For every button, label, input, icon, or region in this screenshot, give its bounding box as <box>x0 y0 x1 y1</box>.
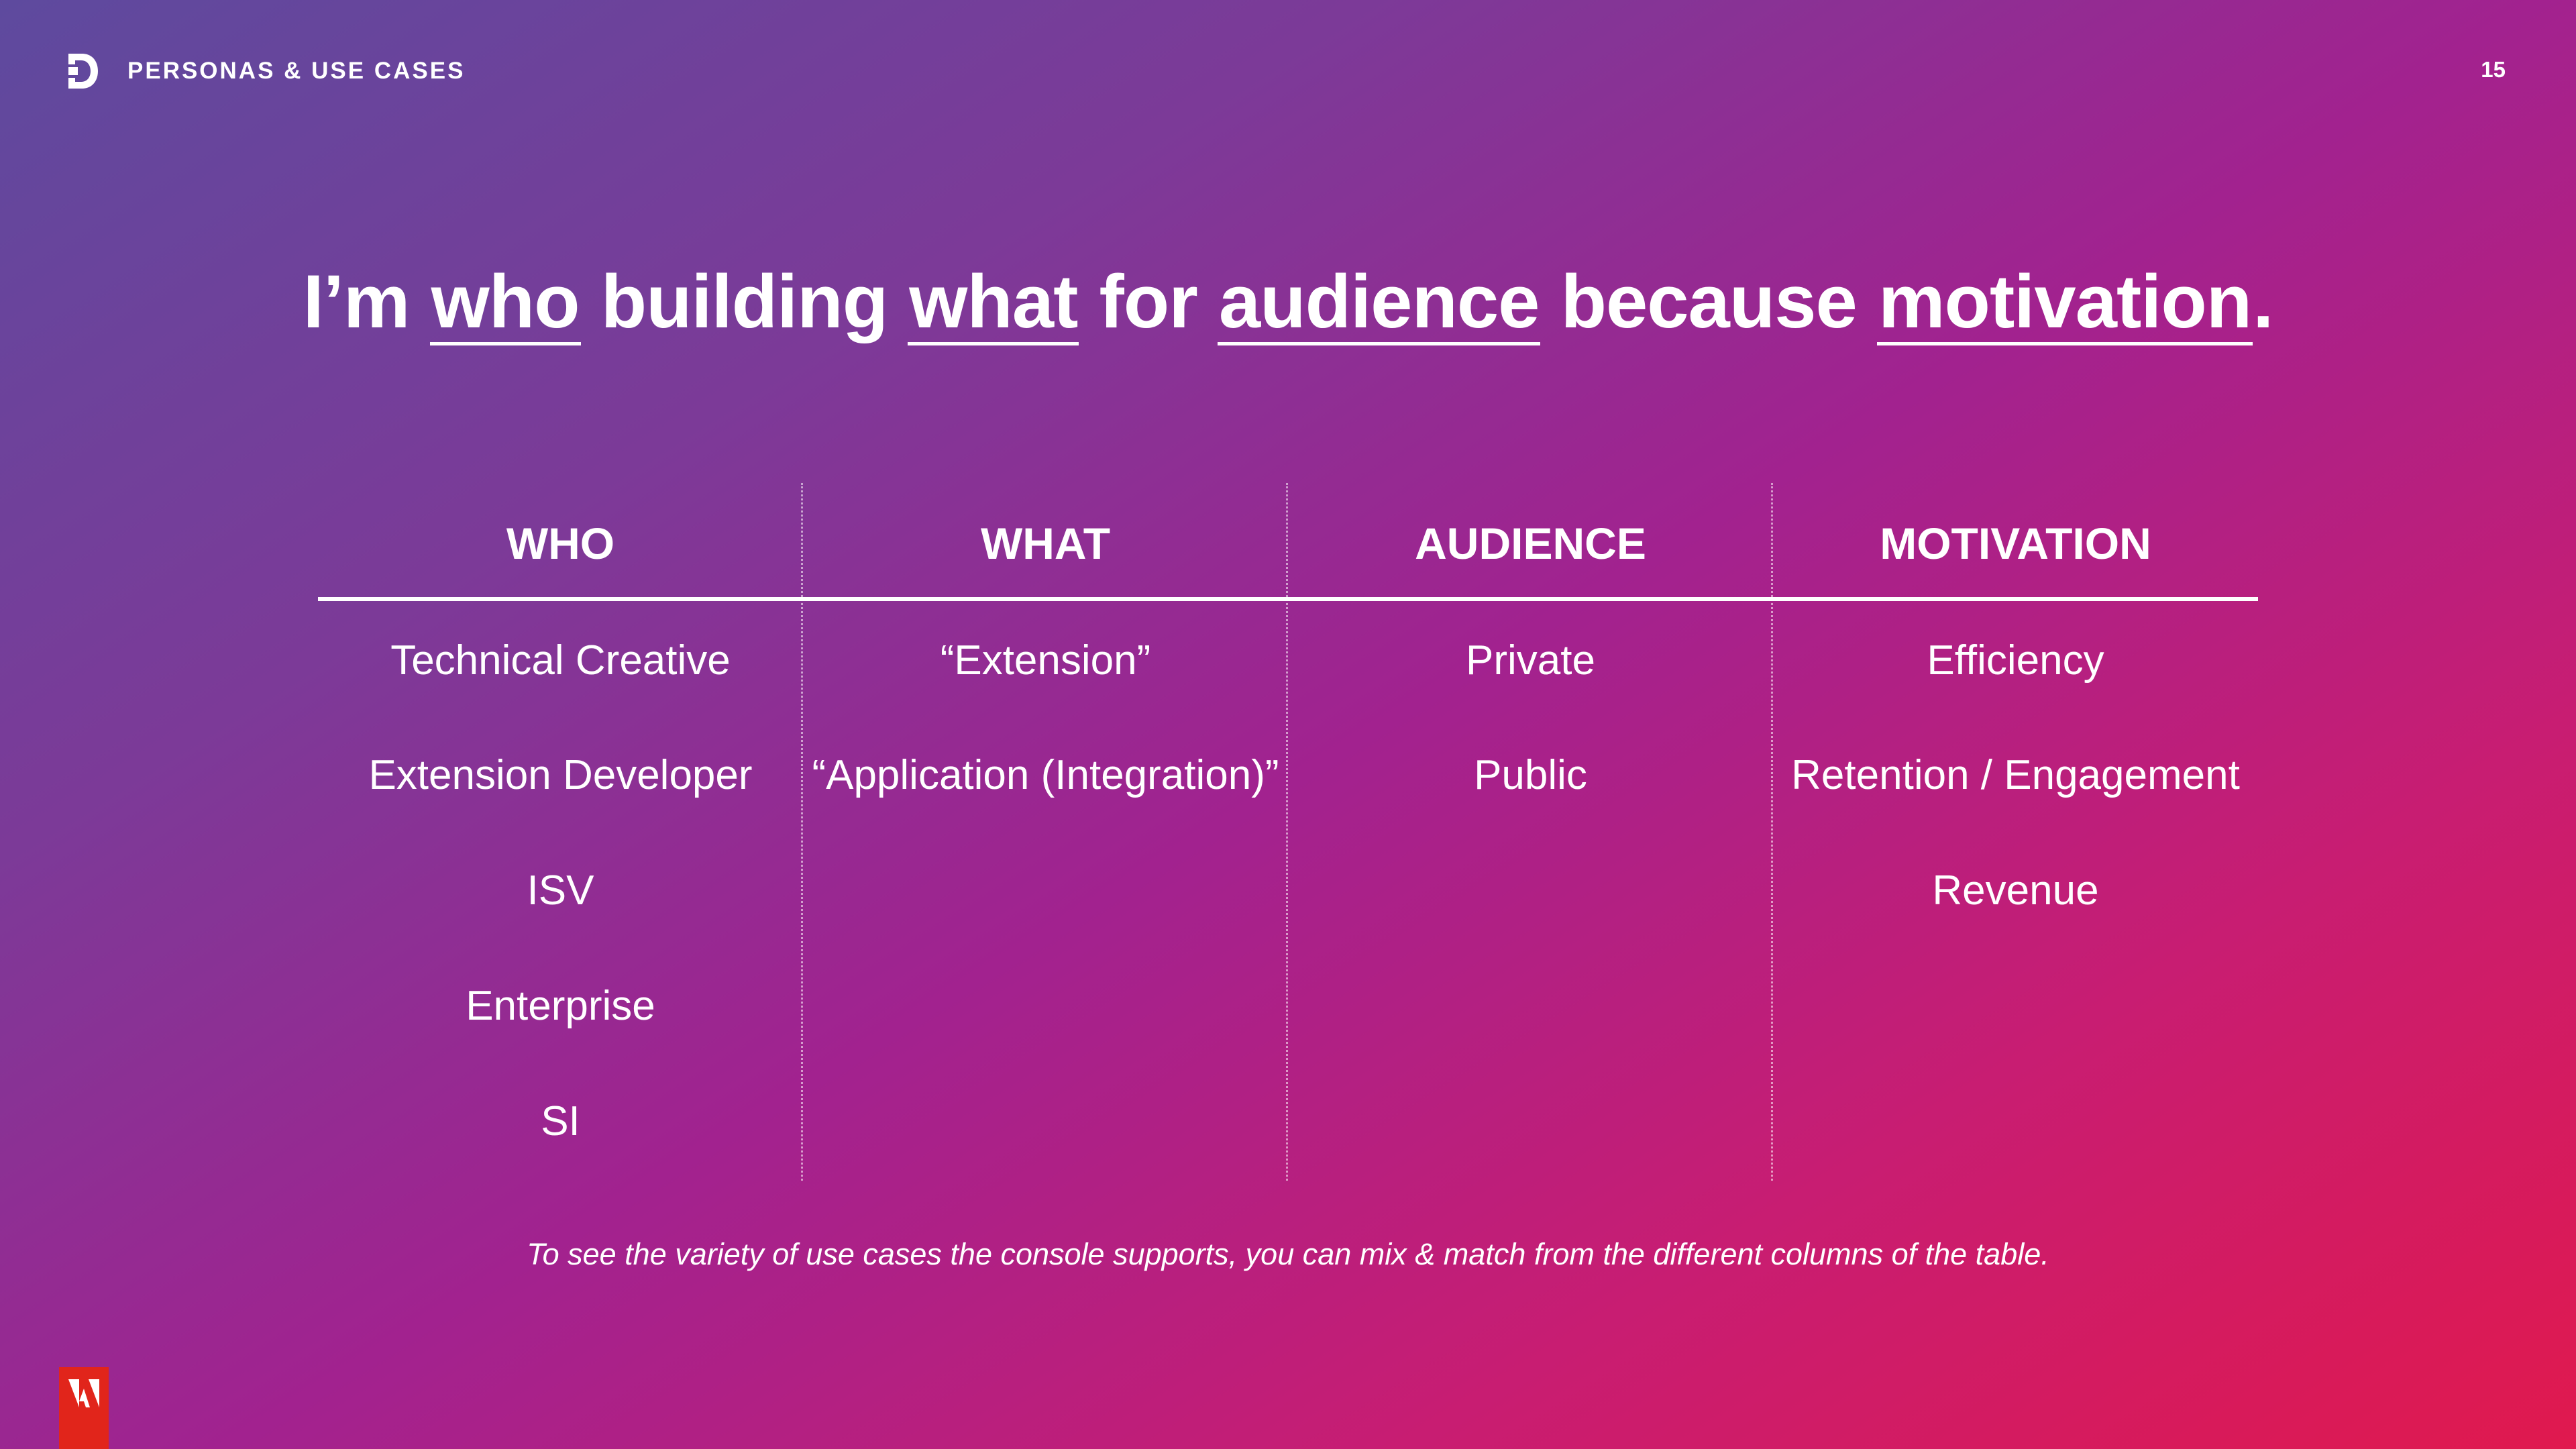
headline: I’m who building what for audience becau… <box>0 255 2576 349</box>
persona-table: WHO Technical Creative Extension Develop… <box>318 483 2258 1181</box>
list-item: “Application (Integration)” <box>812 752 1279 798</box>
headline-word: because <box>1560 260 1858 343</box>
headline-word: I’m <box>303 260 411 343</box>
page-number: 15 <box>2481 57 2506 82</box>
section-label: PERSONAS & USE CASES <box>127 58 466 84</box>
footnote: To see the variety of use cases the cons… <box>527 1237 2049 1271</box>
column-audience: AUDIENCE Private Public <box>1288 483 1773 1181</box>
list-item: Retention / Engagement <box>1791 752 2240 798</box>
column-header: WHO <box>506 519 615 568</box>
list-item: Public <box>1474 752 1587 798</box>
blank-motivation: motivation <box>1876 262 2253 345</box>
list-item: “Extension” <box>940 637 1151 684</box>
list-item: SI <box>541 1098 580 1144</box>
header-rule <box>318 597 2258 601</box>
headline-word: building <box>600 260 888 343</box>
column-header: AUDIENCE <box>1415 519 1646 568</box>
headline-word: for <box>1099 260 1198 343</box>
column-header: WHAT <box>980 519 1111 568</box>
list-item: Efficiency <box>1927 637 2104 684</box>
list-item: Technical Creative <box>390 637 731 684</box>
list-item: Extension Developer <box>368 752 753 798</box>
list-item: Enterprise <box>466 983 655 1029</box>
blank-what: what <box>908 262 1079 345</box>
list-item: Private <box>1466 637 1595 684</box>
headline-period: . <box>2253 260 2273 343</box>
adobe-logo-tab <box>59 1367 109 1449</box>
column-header: MOTIVATION <box>1880 519 2151 568</box>
column-what: WHAT “Extension” “Application (Integrati… <box>803 483 1288 1181</box>
list-item: Revenue <box>1932 867 2099 914</box>
column-who: WHO Technical Creative Extension Develop… <box>318 483 803 1181</box>
list-item: ISV <box>527 867 594 914</box>
blank-audience: audience <box>1217 262 1541 345</box>
d-logo-icon <box>68 54 98 89</box>
adobe-logo-icon <box>68 1379 99 1407</box>
column-motivation: MOTIVATION Efficiency Retention / Engage… <box>1773 483 2258 1181</box>
blank-who: who <box>429 262 581 345</box>
